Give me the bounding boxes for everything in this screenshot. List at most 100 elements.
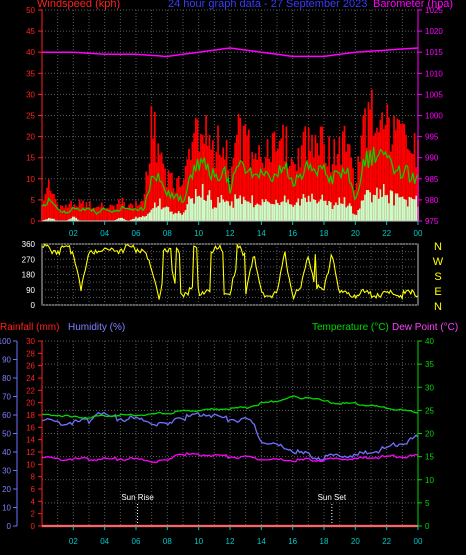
x-tick-label: 04 (100, 537, 109, 546)
humidity-tick-label: 70 (2, 393, 11, 402)
x-tick-label: 22 (382, 537, 391, 546)
x-tick-label: 08 (163, 229, 172, 238)
direction-tick-label: 90 (26, 286, 35, 295)
humidity-label: Humidity (%) (68, 322, 125, 333)
wind-tick-label: 35 (26, 69, 35, 78)
x-tick-label: 10 (194, 229, 203, 238)
baro-tick-label: 1010 (425, 69, 443, 78)
barometer-label: Barometer (hpa) (373, 0, 454, 10)
temperature-line (41, 395, 419, 419)
humidity-tick-label: 10 (2, 504, 11, 513)
temperature-tick-label: 35 (425, 360, 434, 369)
temperature-tick-label: 0 (425, 522, 430, 531)
rainfall-tick-label: 10 (26, 460, 35, 469)
humidity-tick-label: 0 (7, 522, 12, 531)
average-wind-line (41, 146, 419, 215)
x-tick-label: 06 (132, 229, 141, 238)
humidity-tick-label: 100 (0, 337, 12, 346)
direction-line (41, 243, 419, 301)
baro-tick-label: 990 (425, 154, 439, 163)
dewpoint-line (41, 451, 419, 464)
baro-tick-label: 975 (425, 217, 439, 226)
compass-label: N (434, 301, 442, 313)
rainfall-tick-label: 26 (26, 362, 35, 371)
temperature-tick-label: 5 (425, 499, 430, 508)
temperature-tick-label: 25 (425, 406, 434, 415)
rainfall-tick-label: 22 (26, 386, 35, 395)
humidity-line (41, 411, 419, 461)
compass-label: S (434, 271, 441, 283)
temperature-tick-label: 20 (425, 430, 434, 439)
rainfall-tick-label: 12 (26, 448, 35, 457)
humidity-tick-label: 60 (2, 411, 11, 420)
temperature-tick-label: 30 (425, 383, 434, 392)
baro-tick-label: 1020 (425, 27, 443, 36)
x-tick-label: 20 (351, 229, 360, 238)
x-tick-label: 10 (194, 537, 203, 546)
compass-label: E (434, 286, 441, 298)
wind-tick-label: 50 (26, 6, 35, 15)
x-tick-label: 14 (257, 537, 266, 546)
x-tick-label: 20 (351, 537, 360, 546)
humidity-tick-label: 20 (2, 485, 11, 494)
direction-tick-label: 0 (31, 301, 36, 310)
humidity-tick-label: 90 (2, 356, 11, 365)
wind-tick-label: 0 (31, 217, 36, 226)
rainfall-tick-label: 24 (26, 374, 35, 383)
wind-tick-label: 40 (26, 48, 35, 57)
rainfall-tick-label: 2 (31, 510, 36, 519)
baro-tick-label: 1000 (425, 112, 443, 121)
baro-tick-label: 1015 (425, 48, 443, 57)
x-tick-label: 18 (320, 229, 329, 238)
x-tick-label: 04 (100, 229, 109, 238)
x-tick-label: 08 (163, 537, 172, 546)
x-tick-label: 16 (288, 537, 297, 546)
x-tick-label: 16 (288, 229, 297, 238)
humidity-tick-label: 30 (2, 467, 11, 476)
x-tick-label: 02 (69, 229, 78, 238)
dewpoint-label: Dew Point (°C) (392, 322, 458, 333)
x-tick-label: 06 (132, 537, 141, 546)
rainfall-tick-label: 18 (26, 411, 35, 420)
wind-tick-label: 5 (31, 196, 36, 205)
sun-annotation: Sun Rise (121, 493, 154, 502)
baro-tick-label: 980 (425, 196, 439, 205)
temperature-tick-label: 40 (425, 337, 434, 346)
rainfall-tick-label: 30 (26, 337, 35, 346)
x-tick-label: 12 (226, 229, 235, 238)
x-tick-label: 18 (320, 537, 329, 546)
direction-tick-label: 360 (22, 240, 36, 249)
rainfall-label: Rainfall (mm) (0, 322, 59, 333)
wind-tick-label: 25 (26, 112, 35, 121)
sun-annotation: Sun Set (318, 493, 347, 502)
x-tick-label: 02 (69, 537, 78, 546)
rainfall-tick-label: 16 (26, 423, 35, 432)
rainfall-tick-label: 28 (26, 349, 35, 358)
x-tick-label: 00 (414, 537, 423, 546)
x-tick-label: 14 (257, 229, 266, 238)
rainfall-tick-label: 14 (26, 436, 35, 445)
x-tick-label: 22 (382, 229, 391, 238)
temperature-tick-label: 15 (425, 453, 434, 462)
compass-label: W (433, 256, 444, 268)
wind-tick-label: 20 (26, 133, 35, 142)
rainfall-tick-label: 8 (31, 473, 36, 482)
barometer-line (42, 47, 419, 58)
baro-tick-label: 1005 (425, 90, 443, 99)
rainfall-tick-label: 20 (26, 399, 35, 408)
x-tick-label: 00 (414, 229, 423, 238)
direction-tick-label: 270 (22, 255, 36, 264)
baro-tick-label: 985 (425, 175, 439, 184)
wind-tick-label: 10 (26, 175, 35, 184)
humidity-tick-label: 50 (2, 430, 11, 439)
baro-tick-label: 995 (425, 133, 439, 142)
windspeed-label: Windspeed (kph) (37, 0, 121, 10)
compass-label: N (434, 241, 442, 253)
humidity-tick-label: 40 (2, 448, 11, 457)
wind-tick-label: 15 (26, 154, 35, 163)
rainfall-tick-label: 6 (31, 485, 36, 494)
wind-tick-label: 30 (26, 90, 35, 99)
temperature-tick-label: 10 (425, 476, 434, 485)
temperature-label: Temperature (°C) (312, 322, 389, 333)
direction-tick-label: 180 (22, 271, 36, 280)
